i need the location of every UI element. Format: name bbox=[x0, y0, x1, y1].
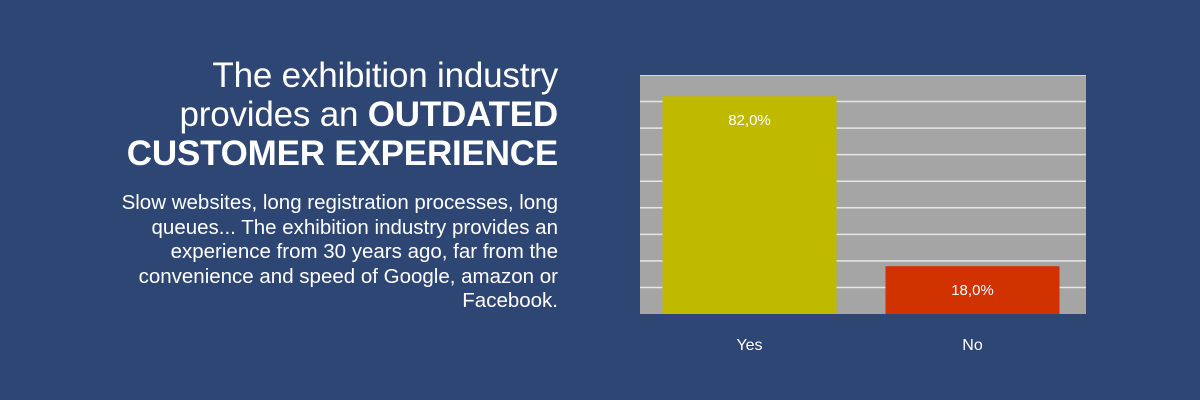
x-tick-label-no: No bbox=[962, 337, 983, 354]
bar-yes bbox=[662, 96, 837, 314]
text-block: The exhibition industry provides an OUTD… bbox=[120, 56, 559, 314]
x-tick-label-yes: Yes bbox=[736, 337, 762, 354]
bar-no bbox=[885, 266, 1060, 314]
data-label-no: 18,0% bbox=[951, 282, 994, 299]
headline-line-2-bold: OUTDATED bbox=[367, 95, 558, 134]
headline-line-2-light: provides an bbox=[179, 95, 368, 134]
headline: The exhibition industry provides an OUTD… bbox=[120, 56, 558, 173]
data-label-yes: 82,0% bbox=[728, 112, 771, 129]
description: Slow websites, long registration process… bbox=[121, 191, 558, 312]
bar-chart-svg: 82,0% Yes 18,0% No bbox=[640, 75, 1086, 354]
headline-line-3-bold: CUSTOMER EXPERIENCE bbox=[126, 134, 558, 173]
bar-chart: 82,0% Yes 18,0% No bbox=[640, 75, 1088, 365]
headline-line-1: The exhibition industry bbox=[212, 56, 558, 95]
